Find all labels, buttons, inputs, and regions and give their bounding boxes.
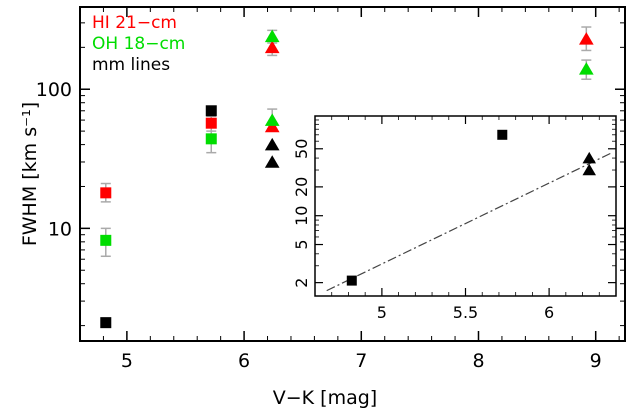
- inset-x-tick-label: 5: [377, 303, 387, 322]
- inset-x-tick-label: 6: [544, 303, 554, 322]
- oh-point-triangle: [578, 62, 594, 75]
- inset-y-tick-label: 2: [292, 278, 311, 288]
- y-tick-label: 10: [48, 218, 72, 240]
- main-ticks: [79, 7, 625, 341]
- inset-data-marks: [346, 129, 596, 286]
- hi-point-triangle: [264, 119, 280, 133]
- inset-point-triangle: [582, 151, 596, 164]
- inset-point-square: [497, 129, 508, 140]
- hi-point-triangle: [264, 40, 280, 54]
- main-chart: 5 6 7 8 9 10 100 V−K [mag] FWHM [km s⁻¹] HI 21…: [19, 6, 626, 409]
- inset-chart: 5 5.5 6 2 5 10 20 50: [292, 115, 617, 322]
- inset-tick-labels: 5 5.5 6 2 5 10 20 50: [292, 139, 554, 322]
- oh-point-triangle: [264, 113, 280, 126]
- x-tick-label: 9: [590, 350, 602, 372]
- y-axis-label: FWHM [km s⁻¹]: [19, 102, 41, 246]
- x-tick-label: 7: [355, 350, 367, 372]
- inset-y-tick-label: 10: [292, 206, 311, 226]
- inset-fit-line: [326, 152, 612, 292]
- inset-ticks: [315, 116, 617, 296]
- legend-entry: mm lines: [92, 55, 170, 75]
- inset-x-tick-label: 5.5: [453, 303, 478, 322]
- oh-point-triangle: [264, 29, 280, 43]
- mm-point-triangle: [264, 155, 280, 168]
- legend-entry: OH 18−cm: [92, 34, 185, 54]
- inset-y-tick-label: 20: [292, 177, 311, 197]
- x-tick-label: 8: [472, 350, 484, 372]
- main-tick-labels: 5 6 7 8 9 10 100: [36, 79, 602, 372]
- inset-point-triangle: [582, 163, 596, 176]
- main-data-marks: [100, 26, 594, 329]
- inset-fit-line-path: [326, 152, 612, 292]
- inset-point-square: [346, 275, 357, 286]
- mm-point-square: [205, 105, 217, 117]
- oh-point-square: [100, 234, 112, 246]
- x-axis-label: V−K [mag]: [273, 387, 377, 409]
- inset-y-tick-label: 5: [292, 239, 311, 249]
- oh-point-square: [205, 133, 217, 145]
- hi-point-square: [100, 187, 112, 199]
- inset-plot-frame: [314, 115, 617, 297]
- y-tick-label: 100: [36, 79, 72, 101]
- main-plot-frame: [79, 6, 626, 342]
- legend-entry: HI 21−cm: [92, 13, 177, 33]
- x-tick-label: 5: [121, 350, 133, 372]
- inset-y-tick-label: 50: [292, 139, 311, 159]
- x-tick-label: 6: [238, 350, 250, 372]
- hi-point-square: [205, 117, 217, 129]
- mm-point-square: [100, 317, 112, 329]
- mm-point-triangle: [264, 137, 280, 151]
- hi-point-triangle: [578, 32, 594, 45]
